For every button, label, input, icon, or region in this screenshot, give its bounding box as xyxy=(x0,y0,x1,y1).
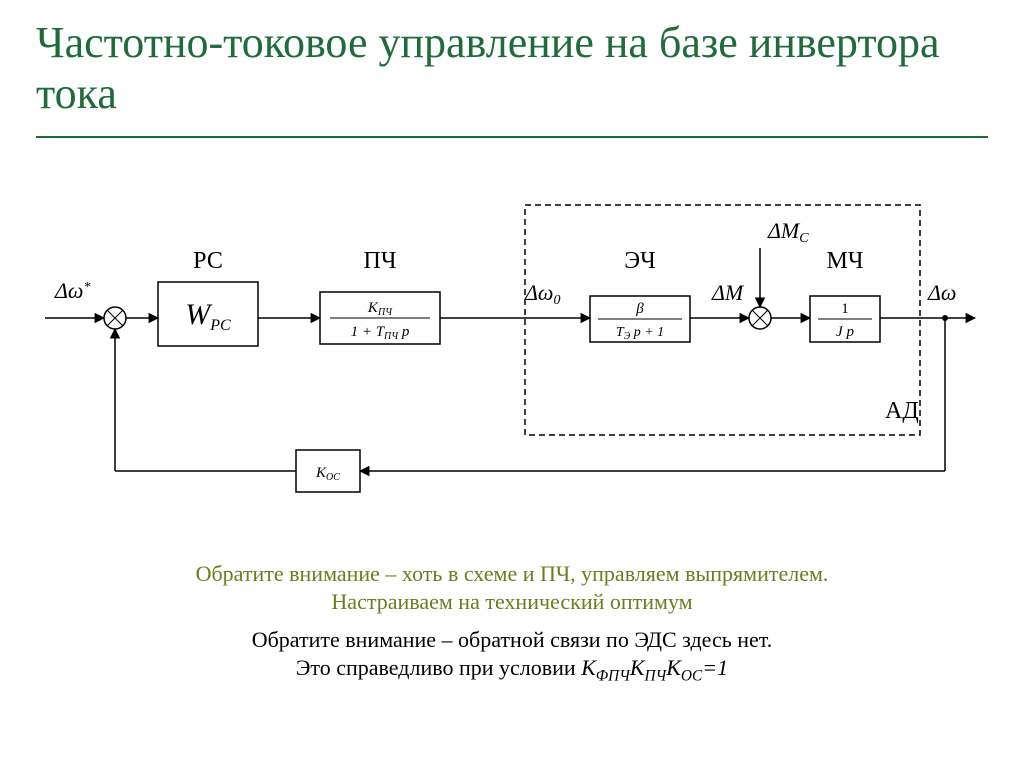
signal-dMc: ΔMС xyxy=(767,218,809,246)
block-pch: KПЧ 1 + TПЧ p ПЧ xyxy=(320,248,440,344)
ad-label: АД xyxy=(885,398,919,424)
svg-text:TЭ p + 1: TЭ p + 1 xyxy=(616,325,664,342)
note-line-4: Это справедливо при условии КФПЧКПЧКОС=1 xyxy=(0,654,1024,686)
signal-dw0: Δω0 xyxy=(524,280,560,308)
block-pch-label: ПЧ xyxy=(364,248,397,274)
block-mch: 1 J p МЧ xyxy=(810,248,880,342)
svg-text:1: 1 xyxy=(841,301,849,317)
block-mch-label: МЧ xyxy=(827,248,864,274)
block-diagram: АД Δω* WРС РС KПЧ 1 + TПЧ p ПЧ xyxy=(0,0,1024,540)
block-ech: β TЭ p + 1 ЭЧ xyxy=(590,248,690,342)
note-line-1: Обратите внимание – хоть в схеме и ПЧ, у… xyxy=(0,560,1024,588)
note-line-3: Обратите внимание – обратной связи по ЭД… xyxy=(0,626,1024,654)
block-pc: WРС РС xyxy=(158,248,258,346)
block-koc: KОС xyxy=(296,450,360,492)
signal-dw-star: Δω* xyxy=(54,278,90,303)
block-ech-label: ЭЧ xyxy=(624,248,655,274)
note-line-2: Настраиваем на технический оптимум xyxy=(0,588,1024,616)
block-pc-label: РС xyxy=(193,248,223,274)
signal-dw-out: Δω xyxy=(927,280,956,305)
svg-text:J p: J p xyxy=(836,324,854,340)
svg-text:β: β xyxy=(635,301,644,317)
sum-junction-1 xyxy=(104,307,126,329)
svg-text:1 + TПЧ p: 1 + TПЧ p xyxy=(351,324,410,342)
signal-dM: ΔM xyxy=(711,280,745,305)
sum-junction-2 xyxy=(749,307,771,329)
